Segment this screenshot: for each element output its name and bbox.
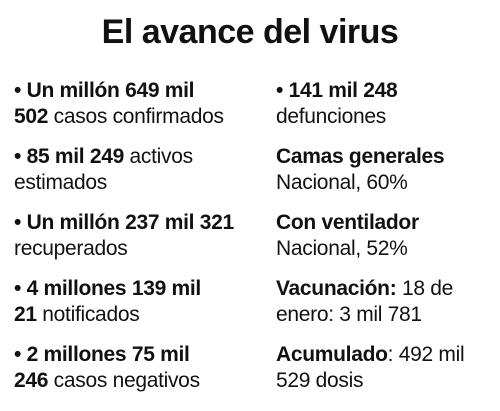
stat-accumulated-doses: Acumulado: 492 mil 529 dosis [276, 342, 494, 408]
stat-value: 246 [14, 369, 49, 392]
stat-line-2: Nacional, 60% [276, 170, 494, 196]
stat-active-estimated: • 85 mil 249 activos estimados [14, 144, 276, 210]
stat-value: • 141 mil 248 [276, 79, 398, 102]
stat-line-1: Vacunación: 18 de [276, 276, 494, 302]
stat-general-beds: Camas generales Nacional, 60% [276, 144, 494, 210]
stat-line-1: Con ventilador [276, 210, 494, 236]
stat-confirmed-cases: • Un millón 649 mil 502 casos confirmado… [14, 78, 276, 144]
stat-line-1: • 85 mil 249 activos [14, 144, 276, 170]
stat-recovered: • Un millón 237 mil 321 recuperados [14, 210, 276, 276]
stat-label: casos negativos [48, 369, 200, 392]
stat-deaths: • 141 mil 248 defunciones [276, 78, 494, 144]
stat-line-2: enero: 3 mil 781 [276, 302, 494, 328]
stat-label: defunciones [276, 105, 386, 128]
stat-line-1: • Un millón 237 mil 321 [14, 210, 276, 236]
stat-value: Vacunación: [276, 277, 397, 300]
page-title: El avance del virus [101, 13, 399, 51]
stat-label: notificados [36, 303, 140, 326]
stat-value: Camas generales [276, 145, 445, 168]
stat-line-1: Camas generales [276, 144, 494, 170]
stat-line-2: recuperados [14, 236, 276, 262]
stat-line-2: Nacional, 52% [276, 236, 494, 262]
stat-value: • 2 millones 75 mil [14, 343, 190, 366]
stat-line-1: • 2 millones 75 mil [14, 342, 276, 368]
stat-value: • 4 millones 139 mil [14, 277, 201, 300]
right-column: • 141 mil 248 defunciones Camas generale… [276, 78, 494, 408]
stat-line-2: estimados [14, 170, 276, 196]
stat-label: activos [124, 145, 194, 168]
stat-label: Nacional, 52% [276, 237, 408, 260]
stat-value: • Un millón 237 mil 321 [14, 211, 234, 234]
stat-line-2: 246 casos negativos [14, 368, 276, 394]
stat-line-1: • 141 mil 248 [276, 78, 494, 104]
stat-line-2: 529 dosis [276, 368, 494, 394]
stat-label: 529 dosis [276, 369, 364, 392]
stat-line-1: Acumulado: 492 mil [276, 342, 494, 368]
stat-ventilator-beds: Con ventilador Nacional, 52% [276, 210, 494, 276]
stat-value: 502 [14, 105, 49, 128]
stat-value: Con ventilador [276, 211, 419, 234]
stat-label: casos confirmados [48, 105, 224, 128]
stat-label: 18 de [396, 277, 453, 300]
stat-value: • Un millón 649 mil [14, 79, 195, 102]
stat-line-1: • 4 millones 139 mil [14, 276, 276, 302]
stat-line-2: defunciones [276, 104, 494, 130]
stat-line-2: 502 casos confirmados [14, 104, 276, 130]
stat-label: : 492 mil [387, 343, 465, 366]
stat-value: • 85 mil 249 [14, 145, 124, 168]
stat-label: recuperados [14, 237, 128, 260]
stat-value: Acumulado [276, 343, 388, 366]
stat-line-2: 21 notificados [14, 302, 276, 328]
stat-label: estimados [14, 171, 108, 194]
stat-label: enero: 3 mil 781 [276, 303, 422, 326]
stat-label: Nacional, 60% [276, 171, 408, 194]
stat-negative-cases: • 2 millones 75 mil 246 casos negativos [14, 342, 276, 408]
stat-vaccination: Vacunación: 18 de enero: 3 mil 781 [276, 276, 494, 342]
stat-value: 21 [14, 303, 37, 326]
stat-notified: • 4 millones 139 mil 21 notificados [14, 276, 276, 342]
left-column: • Un millón 649 mil 502 casos confirmado… [14, 78, 276, 408]
stat-line-1: • Un millón 649 mil [14, 78, 276, 104]
